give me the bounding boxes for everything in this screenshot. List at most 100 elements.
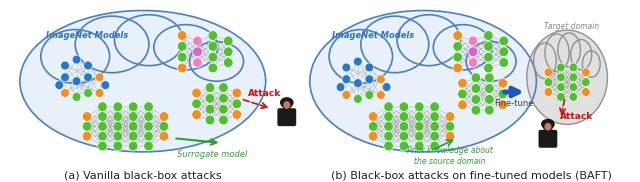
- Circle shape: [282, 98, 292, 109]
- Circle shape: [582, 88, 590, 96]
- Circle shape: [193, 47, 202, 57]
- Circle shape: [471, 105, 481, 115]
- Circle shape: [384, 121, 394, 131]
- Circle shape: [484, 63, 493, 73]
- Circle shape: [129, 102, 138, 112]
- Circle shape: [557, 83, 565, 92]
- Ellipse shape: [20, 11, 266, 152]
- Circle shape: [61, 89, 69, 97]
- Circle shape: [399, 112, 409, 121]
- Circle shape: [484, 73, 494, 83]
- Circle shape: [382, 83, 391, 92]
- Ellipse shape: [466, 42, 516, 81]
- Circle shape: [98, 121, 108, 131]
- Circle shape: [219, 94, 228, 103]
- Circle shape: [192, 88, 202, 98]
- Circle shape: [129, 121, 138, 131]
- Ellipse shape: [189, 42, 244, 81]
- Circle shape: [484, 52, 493, 62]
- FancyBboxPatch shape: [538, 130, 557, 148]
- Circle shape: [113, 121, 123, 131]
- Circle shape: [415, 131, 424, 141]
- Circle shape: [219, 115, 228, 125]
- Circle shape: [557, 92, 565, 101]
- Circle shape: [384, 102, 394, 112]
- Circle shape: [458, 78, 467, 88]
- Circle shape: [219, 104, 228, 114]
- Circle shape: [484, 94, 494, 104]
- Circle shape: [177, 63, 187, 73]
- Circle shape: [353, 79, 362, 88]
- Circle shape: [208, 31, 218, 40]
- Circle shape: [499, 47, 509, 57]
- Circle shape: [98, 131, 108, 141]
- Circle shape: [453, 52, 463, 62]
- Circle shape: [557, 73, 565, 82]
- Circle shape: [415, 112, 424, 121]
- FancyBboxPatch shape: [277, 108, 296, 126]
- Ellipse shape: [545, 34, 569, 72]
- Circle shape: [468, 58, 478, 68]
- Circle shape: [484, 84, 494, 94]
- Circle shape: [544, 78, 553, 87]
- Ellipse shape: [571, 39, 592, 70]
- Circle shape: [569, 92, 578, 101]
- Circle shape: [415, 141, 424, 151]
- Circle shape: [98, 102, 108, 112]
- Circle shape: [61, 61, 69, 70]
- Circle shape: [415, 121, 424, 131]
- Circle shape: [129, 141, 138, 151]
- Circle shape: [384, 112, 394, 121]
- Circle shape: [484, 41, 493, 51]
- Text: (a) Vanilla black-box attacks: (a) Vanilla black-box attacks: [64, 171, 221, 181]
- Circle shape: [232, 88, 242, 98]
- Ellipse shape: [541, 119, 555, 129]
- Circle shape: [430, 141, 440, 151]
- Ellipse shape: [558, 33, 580, 67]
- Circle shape: [453, 63, 463, 73]
- Ellipse shape: [41, 30, 109, 83]
- Circle shape: [376, 75, 385, 84]
- Ellipse shape: [310, 11, 536, 152]
- Circle shape: [569, 83, 578, 92]
- Ellipse shape: [545, 123, 552, 130]
- Circle shape: [365, 90, 374, 99]
- Circle shape: [453, 41, 463, 51]
- Circle shape: [369, 131, 378, 141]
- Circle shape: [365, 63, 374, 72]
- Circle shape: [369, 112, 378, 121]
- Circle shape: [369, 121, 378, 131]
- Circle shape: [471, 94, 481, 104]
- Text: Fine-tune: Fine-tune: [495, 99, 534, 108]
- Circle shape: [342, 90, 351, 99]
- Circle shape: [582, 68, 590, 77]
- Circle shape: [445, 112, 455, 121]
- Circle shape: [544, 68, 553, 77]
- Circle shape: [543, 120, 554, 131]
- Circle shape: [232, 110, 242, 120]
- Text: ImageNet Models: ImageNet Models: [332, 31, 414, 39]
- Ellipse shape: [154, 25, 218, 70]
- Circle shape: [177, 31, 187, 40]
- Circle shape: [430, 131, 440, 141]
- Circle shape: [484, 31, 493, 40]
- Circle shape: [159, 131, 169, 141]
- Circle shape: [113, 141, 123, 151]
- Circle shape: [144, 121, 154, 131]
- Ellipse shape: [534, 43, 556, 79]
- Circle shape: [232, 99, 242, 109]
- Circle shape: [384, 141, 394, 151]
- Circle shape: [192, 99, 202, 109]
- Circle shape: [399, 102, 409, 112]
- Circle shape: [471, 73, 481, 83]
- Circle shape: [113, 112, 123, 121]
- Circle shape: [498, 89, 508, 99]
- Text: Attack: Attack: [560, 112, 593, 121]
- Circle shape: [336, 83, 345, 92]
- Circle shape: [399, 141, 409, 151]
- Circle shape: [557, 63, 565, 72]
- Circle shape: [61, 73, 69, 82]
- Circle shape: [353, 94, 362, 103]
- Circle shape: [208, 63, 218, 73]
- Ellipse shape: [582, 51, 600, 77]
